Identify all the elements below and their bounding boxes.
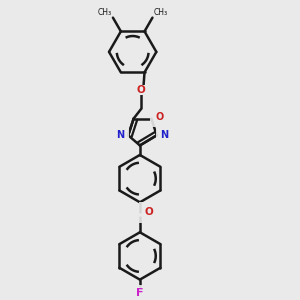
Text: O: O	[144, 207, 153, 218]
Text: O: O	[137, 85, 146, 95]
Text: F: F	[136, 288, 144, 298]
Text: CH₃: CH₃	[98, 8, 112, 17]
Text: O: O	[155, 112, 163, 122]
Text: CH₃: CH₃	[153, 8, 167, 17]
Text: N: N	[116, 130, 124, 140]
Text: N: N	[160, 130, 169, 140]
